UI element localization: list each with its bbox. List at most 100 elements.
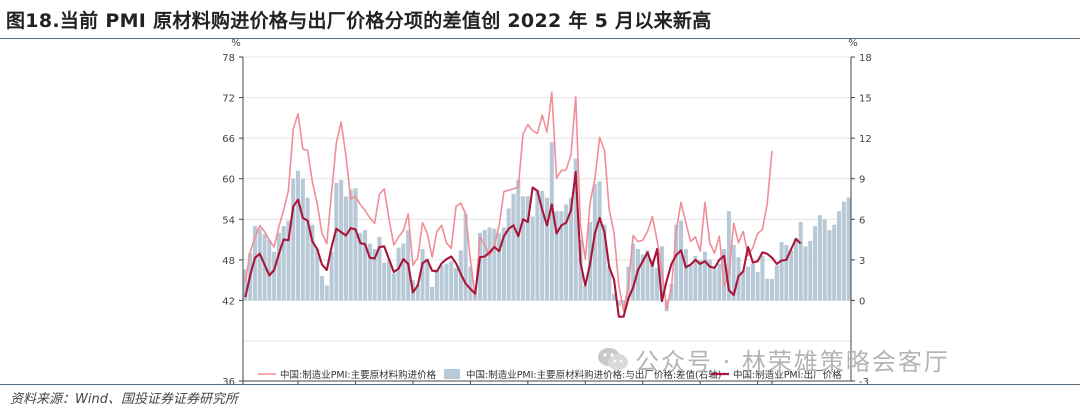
diff-bar — [750, 263, 755, 301]
diff-bar — [501, 227, 506, 301]
diff-bar — [363, 230, 368, 301]
diff-bar — [506, 208, 511, 301]
diff-bar — [511, 193, 516, 301]
diff-bar — [449, 261, 454, 301]
right-axis-unit: % — [848, 38, 858, 49]
diff-bar — [817, 215, 822, 301]
diff-bar — [296, 170, 301, 301]
diff-bar — [793, 238, 798, 301]
output-price-line — [244, 170, 802, 318]
source-bar: 资料来源：Wind、国投证券证券研究所 — [0, 384, 1080, 410]
diff-bar — [396, 247, 401, 301]
diff-bar — [846, 197, 851, 301]
watermark-text: 公众号 · 林荣雄策略会客厅 — [635, 348, 950, 376]
diff-bar — [770, 278, 775, 301]
left-tick-label: 48 — [222, 256, 235, 267]
diff-bar — [549, 142, 554, 301]
diff-bar — [286, 220, 291, 301]
diff-bar — [334, 182, 339, 301]
diff-bar — [367, 243, 372, 301]
diff-bar — [358, 232, 363, 301]
diff-bar — [640, 254, 645, 301]
left-axis-unit: % — [231, 38, 241, 49]
diff-bar — [315, 249, 320, 301]
left-tick-label: 72 — [222, 94, 235, 105]
left-tick-label: 60 — [222, 175, 235, 186]
title-bar: 图18.当前 PMI 原材料购进价格与出厂价格分项的差值创 2022 年 5 月… — [0, 0, 1080, 39]
diff-bar — [707, 259, 712, 301]
diff-bar — [444, 263, 449, 301]
diff-bar — [832, 224, 837, 301]
right-tick-label: -3 — [859, 377, 869, 384]
diff-bar — [746, 266, 751, 301]
diff-bar — [377, 236, 382, 301]
input-price-line — [244, 91, 773, 313]
diff-bar — [252, 226, 257, 301]
diff-bar — [683, 249, 688, 301]
diff-bar — [650, 259, 655, 301]
diff-bar — [492, 228, 497, 301]
diff-bar — [257, 228, 262, 301]
legend-label: 中国:制造业PMI:出厂价格 — [733, 369, 842, 381]
diff-bar — [631, 243, 636, 301]
diff-bar — [372, 249, 377, 301]
left-tick-label: 66 — [222, 134, 235, 145]
right-tick-label: 15 — [859, 94, 872, 105]
diff-bar — [655, 267, 660, 301]
diff-bar — [669, 284, 674, 301]
diff-bar — [439, 265, 444, 301]
diff-bar — [382, 262, 387, 301]
diff-bar — [616, 300, 621, 306]
diff-bar — [808, 240, 813, 301]
diff-bar — [525, 196, 530, 301]
left-tick-label: 54 — [222, 215, 235, 226]
diff-bar — [540, 190, 545, 301]
figure-title: 图18.当前 PMI 原材料购进价格与出厂价格分项的差值创 2022 年 5 月… — [6, 10, 712, 32]
left-tick-label: 36 — [222, 377, 235, 384]
diff-bar — [679, 220, 684, 301]
diff-bar — [813, 226, 818, 301]
diff-bar — [726, 211, 731, 301]
diff-bar — [420, 249, 425, 301]
diff-bar — [291, 178, 296, 301]
chart-svg: 3642485460667278%-30369121518%16-0116-12… — [222, 38, 872, 399]
diff-bar — [497, 232, 502, 301]
diff-bar — [262, 234, 267, 301]
diff-bar — [674, 224, 679, 301]
diff-bar — [635, 249, 640, 301]
diff-bar — [779, 242, 784, 301]
diff-bar — [645, 250, 650, 301]
legend-label: 中国:制造业PMI:主要原材料购进价格:与出厂价格:差值(右轴) — [466, 369, 721, 381]
diff-bar — [535, 189, 540, 301]
left-tick-label: 78 — [222, 53, 235, 64]
right-tick-label: 12 — [859, 134, 872, 145]
diff-bar — [430, 286, 435, 301]
diff-bar — [300, 178, 305, 301]
diff-bar — [310, 224, 315, 301]
diff-bar — [760, 255, 765, 301]
diff-bar — [348, 189, 353, 301]
diff-bar — [544, 197, 550, 301]
diff-bar — [564, 204, 569, 301]
right-tick-label: 18 — [859, 53, 872, 64]
diff-bar — [477, 232, 482, 301]
diff-bar — [765, 278, 770, 301]
diff-bar — [755, 272, 760, 301]
diff-bar — [717, 263, 722, 301]
diff-bar — [482, 230, 487, 301]
diff-bar — [463, 213, 468, 301]
diff-bar — [578, 239, 583, 301]
diff-bar — [530, 216, 535, 301]
diff-bar — [401, 243, 406, 301]
right-tick-label: 6 — [859, 215, 865, 226]
diff-bar — [243, 269, 248, 301]
diff-bar — [803, 246, 808, 301]
diff-bar — [387, 259, 392, 301]
diff-bar — [712, 269, 717, 301]
diff-bar — [468, 266, 473, 301]
diff-bar — [688, 265, 693, 301]
diff-bar — [319, 276, 324, 301]
diff-bar — [827, 230, 832, 301]
diff-bar — [559, 211, 564, 301]
diff-bar — [329, 251, 334, 301]
